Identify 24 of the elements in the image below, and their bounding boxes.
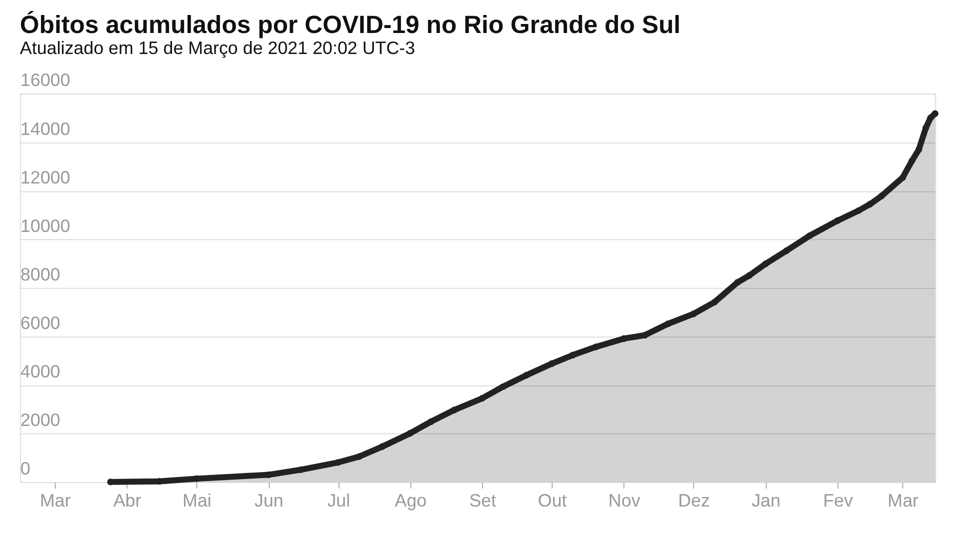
- x-tick-label: Fev: [823, 490, 854, 510]
- x-tick-label: Mar: [888, 490, 919, 510]
- y-tick-label: 14000: [20, 118, 70, 139]
- y-tick-label: 4000: [20, 362, 60, 382]
- chart-subtitle: Atualizado em 15 de Março de 2021 20:02 UTC-3: [20, 38, 416, 58]
- x-tick-label: Nov: [608, 490, 640, 510]
- y-tick-label: 12000: [20, 167, 70, 188]
- x-tick-label: Set: [469, 490, 496, 510]
- x-tick-label: Ago: [394, 490, 427, 510]
- x-tick-label: Abr: [113, 490, 142, 510]
- x-tick-label: Jul: [327, 490, 350, 510]
- y-tick-label: 10000: [20, 216, 70, 236]
- x-tick-label: Dez: [678, 490, 710, 510]
- x-tick-label: Mai: [182, 490, 212, 510]
- y-tick-label: 2000: [20, 410, 60, 430]
- x-tick-label: Mar: [40, 490, 71, 510]
- x-tick-label: Out: [538, 490, 567, 510]
- y-tick-label: 0: [20, 458, 30, 479]
- x-tick-label: Jun: [254, 490, 284, 510]
- y-tick-label: 6000: [20, 312, 60, 333]
- x-tick-label: Jan: [752, 490, 780, 510]
- y-tick-label: 16000: [20, 70, 70, 90]
- chart-title: Óbitos acumulados por COVID-19 no Rio Grande do Sul: [20, 10, 681, 39]
- y-tick-label: 8000: [20, 264, 60, 284]
